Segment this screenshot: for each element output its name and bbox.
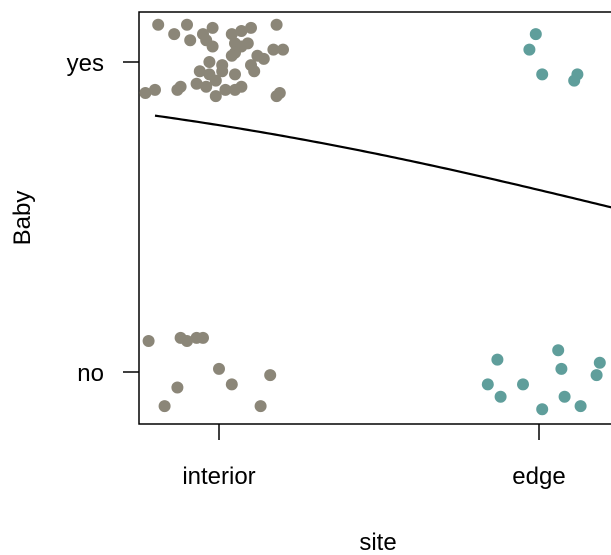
x-tick-label-edge: edge [512, 463, 565, 490]
point-interior-no-5 [213, 362, 225, 375]
fit-curve [154, 114, 611, 209]
point-interior-yes-37 [209, 90, 222, 103]
plot-frame [138, 11, 611, 425]
point-edge-yes-1 [523, 43, 536, 56]
point-interior-no-7 [225, 378, 238, 391]
point-interior-yes-16 [267, 43, 280, 56]
x-tick-label-interior: interior [182, 463, 255, 490]
point-interior-yes-5 [168, 28, 181, 41]
point-edge-no-8 [558, 390, 571, 403]
point-interior-yes-7 [225, 28, 238, 41]
point-interior-yes-8 [235, 25, 248, 37]
point-interior-no-9 [158, 400, 171, 413]
point-interior-yes-23 [225, 49, 238, 62]
point-edge-yes-2 [536, 68, 549, 81]
point-interior-yes-27 [229, 68, 241, 81]
point-interior-yes-9 [184, 34, 197, 47]
point-interior-yes-2 [206, 21, 219, 34]
point-edge-no-3 [555, 362, 568, 375]
point-interior-yes-26 [216, 65, 229, 78]
point-interior-no-2 [181, 335, 193, 347]
point-edge-no-9 [536, 403, 549, 416]
point-interior-yes-13 [277, 43, 289, 56]
point-interior-yes-36 [139, 87, 152, 99]
point-edge-no-5 [481, 378, 494, 391]
y-axis-label: Baby [9, 191, 36, 246]
point-interior-yes-4 [270, 18, 283, 31]
point-edge-no-1 [552, 344, 565, 357]
point-interior-yes-40 [229, 83, 241, 96]
point-interior-yes-20 [203, 56, 216, 68]
point-interior-yes-31 [171, 83, 184, 96]
point-interior-no-8 [171, 381, 184, 394]
y-tick-label-yes: yes [67, 50, 104, 77]
point-edge-no-4 [590, 369, 603, 382]
points-layer [139, 18, 606, 416]
point-edge-yes-0 [529, 28, 542, 41]
point-interior-yes-41 [149, 83, 161, 96]
point-interior-yes-33 [200, 80, 213, 93]
point-interior-yes-32 [190, 77, 203, 90]
point-interior-yes-14 [206, 40, 219, 53]
point-edge-no-7 [494, 390, 507, 403]
point-interior-yes-3 [245, 21, 257, 34]
point-interior-no-6 [264, 369, 277, 382]
y-tick-label-no: no [77, 360, 104, 387]
point-interior-yes-28 [248, 65, 261, 78]
point-interior-yes-1 [181, 18, 193, 31]
point-edge-no-10 [574, 400, 587, 413]
point-interior-yes-29 [209, 74, 222, 87]
point-interior-yes-18 [257, 52, 270, 65]
point-interior-yes-35 [219, 83, 232, 96]
point-edge-yes-4 [568, 74, 581, 87]
point-interior-no-10 [254, 400, 267, 413]
point-interior-yes-24 [193, 65, 206, 78]
x-axis-label: site [359, 529, 396, 555]
point-interior-no-4 [197, 331, 209, 344]
point-interior-yes-39 [273, 87, 286, 99]
point-edge-no-6 [517, 378, 529, 391]
point-edge-no-0 [491, 353, 504, 366]
point-interior-yes-0 [152, 18, 165, 31]
point-edge-no-2 [593, 356, 606, 369]
point-interior-no-0 [142, 335, 155, 347]
